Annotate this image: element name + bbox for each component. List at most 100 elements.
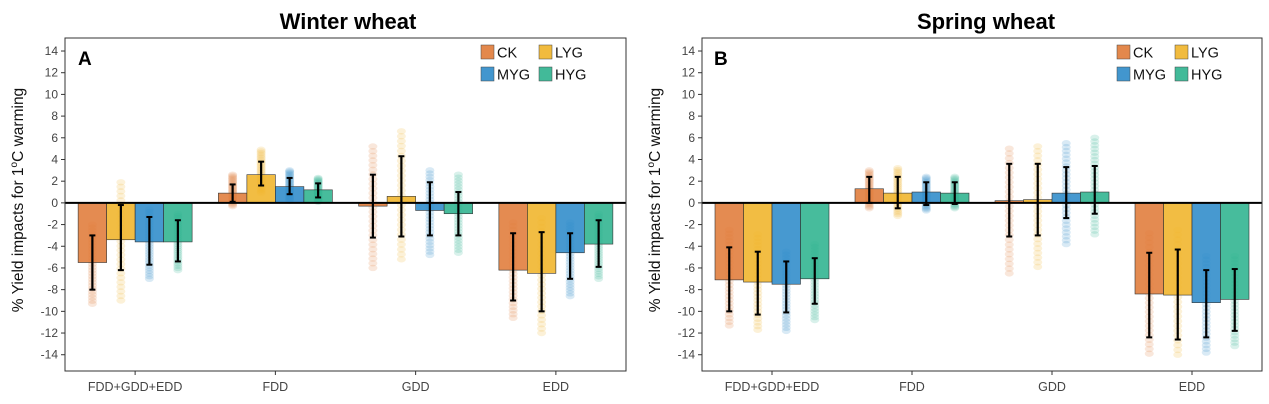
spread-point xyxy=(313,174,323,182)
x-tick-label: EDD xyxy=(1179,380,1205,394)
spread-point xyxy=(1004,150,1014,157)
plot-frame xyxy=(701,37,1263,372)
spread-point xyxy=(565,292,575,300)
spread-point xyxy=(565,287,575,294)
panel-spring-wheat: % Yield impacts for 1oC warming Spring w… xyxy=(646,9,1263,394)
spread-point xyxy=(921,204,931,212)
spread-point xyxy=(285,168,295,175)
errorbar-myg-fdd-gdd-edd xyxy=(783,260,790,314)
errorbar-ck-fdd xyxy=(229,183,236,203)
spread-point xyxy=(228,171,238,178)
errorbar-lyg-fdd-gdd-edd xyxy=(117,204,124,272)
errorbar-hyg-gdd xyxy=(455,191,462,237)
legend-spring-wheat: CK LYG MYG HYG xyxy=(1116,44,1222,84)
spread-point xyxy=(144,270,154,277)
spread-point xyxy=(425,251,435,259)
spread-point xyxy=(425,170,435,177)
plot-frame xyxy=(64,37,627,372)
spread-point xyxy=(116,283,126,291)
spread-point xyxy=(810,316,820,324)
spread-point xyxy=(1230,339,1240,346)
errorbar-hyg-fdd-gdd-edd xyxy=(811,257,818,305)
spread-point xyxy=(724,314,734,322)
spread-point xyxy=(1033,235,1043,243)
spread-point xyxy=(368,255,378,262)
spread-point xyxy=(753,319,763,326)
y-tick-label: 8 xyxy=(688,109,695,123)
errorbar-ck-edd xyxy=(510,232,517,302)
spread-point xyxy=(565,278,575,286)
spread-point xyxy=(116,288,126,295)
spread-point xyxy=(724,322,734,329)
spread-point xyxy=(950,203,960,211)
spread-point xyxy=(864,205,874,212)
spread-point xyxy=(508,299,518,307)
legend-item-hyg: HYG xyxy=(538,66,586,84)
spread-point xyxy=(1061,229,1071,236)
spread-point xyxy=(453,183,463,190)
legend-item-ck: CK xyxy=(1116,44,1153,62)
spread-point xyxy=(453,240,463,247)
y-tick-label: 6 xyxy=(51,131,58,145)
spread-point xyxy=(893,168,903,176)
spread-point xyxy=(753,315,763,322)
legend-label: HYG xyxy=(555,68,586,84)
spread-point xyxy=(425,167,435,174)
x-tick-label: EDD xyxy=(543,380,569,394)
spread-point xyxy=(425,241,435,249)
spread-point xyxy=(144,275,154,283)
spread-point xyxy=(1004,265,1014,272)
legend-swatch xyxy=(538,44,553,60)
spread-point xyxy=(87,294,97,301)
y-tick-label: -10 xyxy=(41,304,59,318)
spread-point xyxy=(116,274,126,281)
spread-point xyxy=(810,313,820,321)
legend-label: HYG xyxy=(1191,68,1222,84)
spread-point xyxy=(453,174,463,181)
chart-title-spring-wheat: Spring wheat xyxy=(917,9,1056,34)
spread-point xyxy=(228,202,238,210)
legend-swatch xyxy=(538,66,553,82)
y-tick-label: -2 xyxy=(684,218,695,232)
spread-point xyxy=(285,170,295,178)
spread-point xyxy=(1201,338,1211,345)
spread-point xyxy=(864,170,874,177)
spread-point xyxy=(893,212,903,220)
ylabel-spring-wheat: % Yield impacts for 1oC warming xyxy=(646,88,664,312)
errorbar-hyg-edd xyxy=(595,219,602,268)
x-tick-label: FDD xyxy=(263,380,289,394)
spread-point xyxy=(173,266,183,274)
spread-point xyxy=(396,137,406,145)
y-tick-label: 10 xyxy=(682,87,696,101)
spread-point xyxy=(893,209,903,216)
spread-point xyxy=(396,241,406,248)
spread-point xyxy=(1004,246,1014,253)
spread-point xyxy=(313,175,323,183)
spread-point xyxy=(1173,351,1183,358)
spread-point xyxy=(1033,263,1043,271)
errorbar-lyg-gdd xyxy=(398,155,405,238)
errorbar-hyg-fdd-gdd-edd xyxy=(174,219,181,263)
spread-point xyxy=(1004,270,1014,277)
y-tick-label: 14 xyxy=(682,44,696,58)
panel-label-a: A xyxy=(78,49,92,70)
spread-point xyxy=(368,250,378,258)
x-tick-label: FDD+GDD+EDD xyxy=(725,380,819,394)
y-tick-label: 4 xyxy=(688,152,695,166)
spread-point xyxy=(1090,134,1100,141)
spread-point xyxy=(1033,147,1043,155)
errorbar-hyg-fdd xyxy=(951,181,958,205)
legend-swatch xyxy=(1116,44,1131,60)
spread-point xyxy=(1061,147,1071,155)
spread-point xyxy=(1090,138,1100,145)
spread-point xyxy=(368,161,378,169)
spread-point xyxy=(396,236,406,243)
spread-point xyxy=(1004,255,1014,263)
spread-point xyxy=(810,310,820,318)
spread-point xyxy=(396,133,406,140)
spread-point xyxy=(425,245,435,252)
spread-point xyxy=(508,310,518,318)
legend-swatch xyxy=(1174,66,1189,82)
spread-point xyxy=(864,168,874,175)
